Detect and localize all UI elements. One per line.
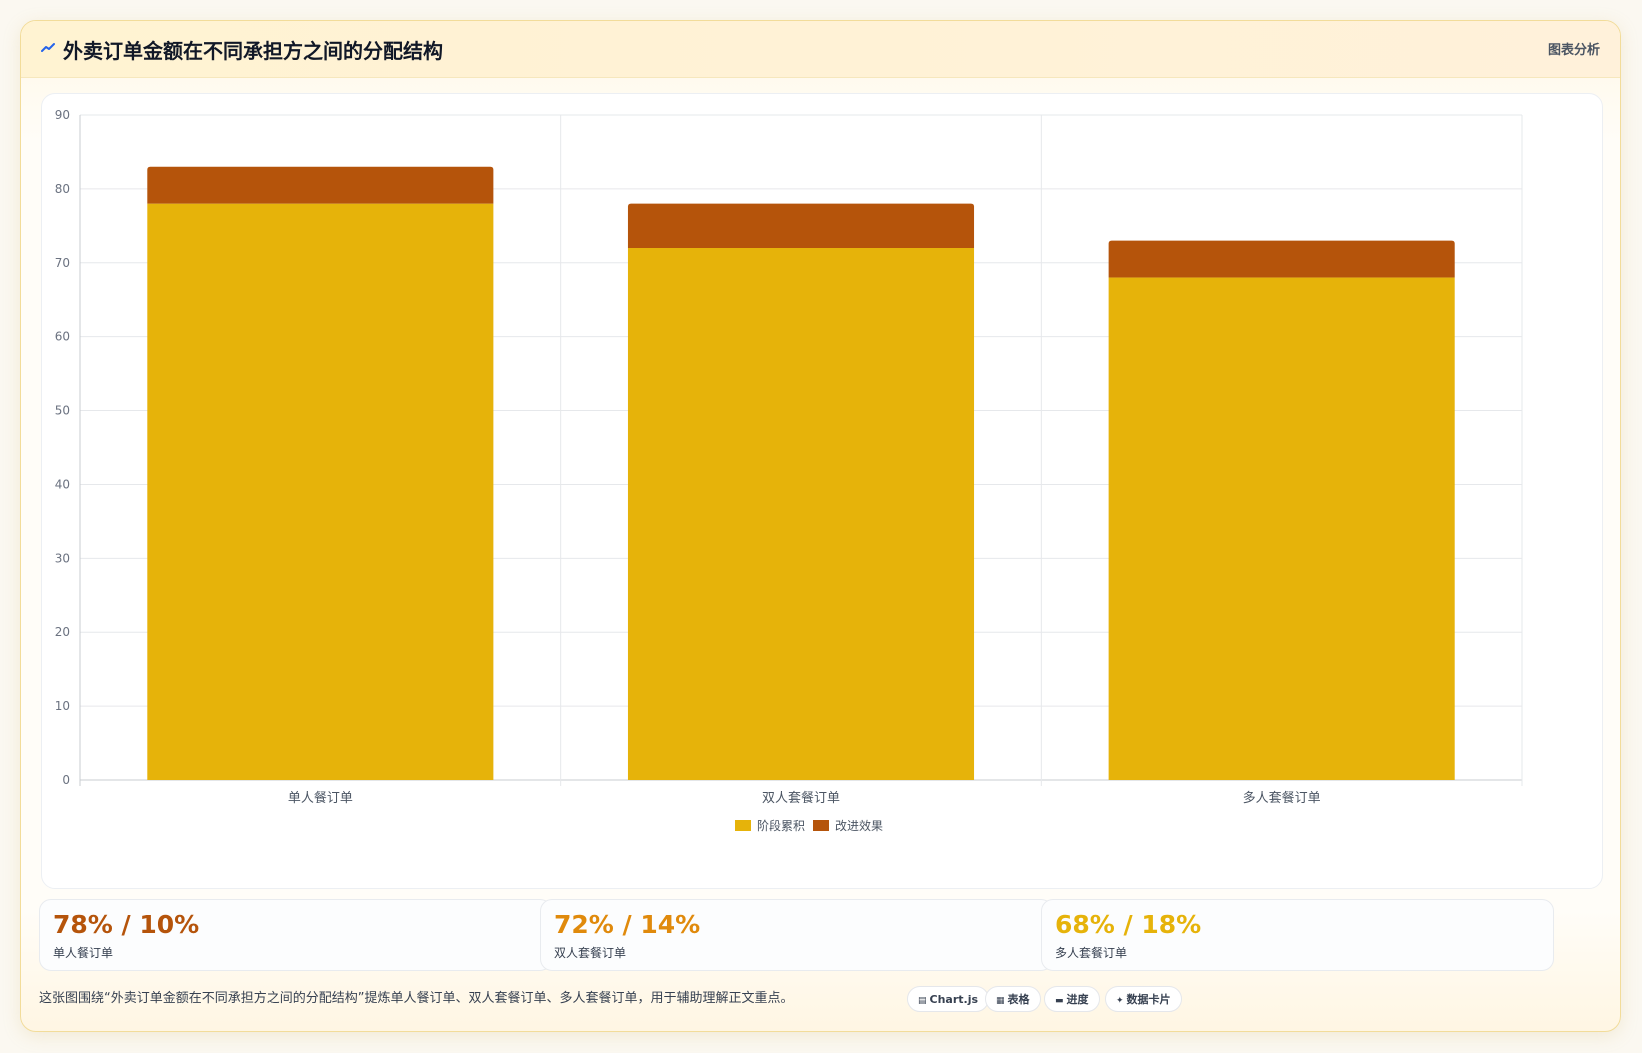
progress-icon: ▬ [1055,996,1064,1006]
stat-value: 68% / 18% [1055,910,1202,939]
chip-progress[interactable]: ▬ 进度 [1044,986,1100,1012]
chart-analysis-badge: 图表分析 [1547,43,1600,58]
stat-label: 单人餐订单 [53,946,114,960]
stat-label: 双人套餐订单 [554,946,627,960]
bar-segment-improve [627,203,975,248]
stat-card-double: 72% / 14% 双人套餐订单 [540,899,1053,971]
stat-value: 78% / 10% [53,910,200,939]
y-tick-label: 0 [62,773,70,787]
bar-segment-stage [627,248,975,780]
bar-segment-improve [1108,240,1455,278]
y-tick-label: 50 [55,404,70,418]
stat-value: 72% / 14% [554,910,701,939]
legend-label: 改进效果 [835,818,883,833]
bar-segment-improve [147,166,494,204]
chart-panel: 0 10 20 30 40 50 60 70 80 90 单人餐订单 双人套餐订单 多人套餐订单阶段累积… [41,93,1603,889]
y-tick-label: 10 [55,699,70,713]
chip-chartjs[interactable]: ▤ Chart.js [907,986,990,1012]
table-icon: ▦ [996,996,1005,1006]
chart-icon: ▤ [918,996,927,1006]
chart-card: 外卖订单金额在不同承担方之间的分配结构 图表分析 0 10 20 30 40 50 60 70… [20,20,1621,1032]
legend-swatch [813,820,829,831]
bar-segment-stage [1108,277,1455,780]
y-tick-label: 70 [55,256,70,270]
y-tick-label: 80 [55,182,70,196]
bar-segment-stage [147,203,494,781]
trend-icon [41,43,55,52]
stat-card-single: 78% / 10% 单人餐订单 [39,899,552,971]
page-title: 外卖订单金额在不同承担方之间的分配结构 [63,39,443,63]
card-header: 外卖订单金额在不同承担方之间的分配结构 图表分析 [21,21,1620,78]
stat-card-group: 68% / 18% 多人套餐订单 [1041,899,1554,971]
legend-swatch [735,820,751,831]
y-tick-label: 20 [55,625,70,639]
x-tick-label: 单人餐订单 [288,790,353,806]
y-tick-label: 60 [55,330,70,344]
sparkle-icon: ✦ [1116,996,1124,1006]
legend-label: 阶段累积 [757,818,805,833]
x-tick-label: 双人套餐订单 [762,790,840,806]
x-tick-label: 多人套餐订单 [1243,790,1321,806]
chip-data-card[interactable]: ✦ 数据卡片 [1105,986,1182,1012]
chip-table[interactable]: ▦ 表格 [985,986,1041,1012]
y-tick-label: 40 [55,477,70,491]
stat-label: 多人套餐订单 [1055,946,1128,960]
chart-caption: 这张图围绕“外卖订单金额在不同承担方之间的分配结构”提炼单人餐订单、双人套餐订单… [39,991,794,1006]
stacked-bar-chart: 0 10 20 30 40 50 60 70 80 90 单人餐订单 双人套餐订单 多人套餐订单阶段累积… [55,108,1523,833]
y-tick-label: 30 [55,551,70,565]
y-tick-label: 90 [55,108,70,122]
